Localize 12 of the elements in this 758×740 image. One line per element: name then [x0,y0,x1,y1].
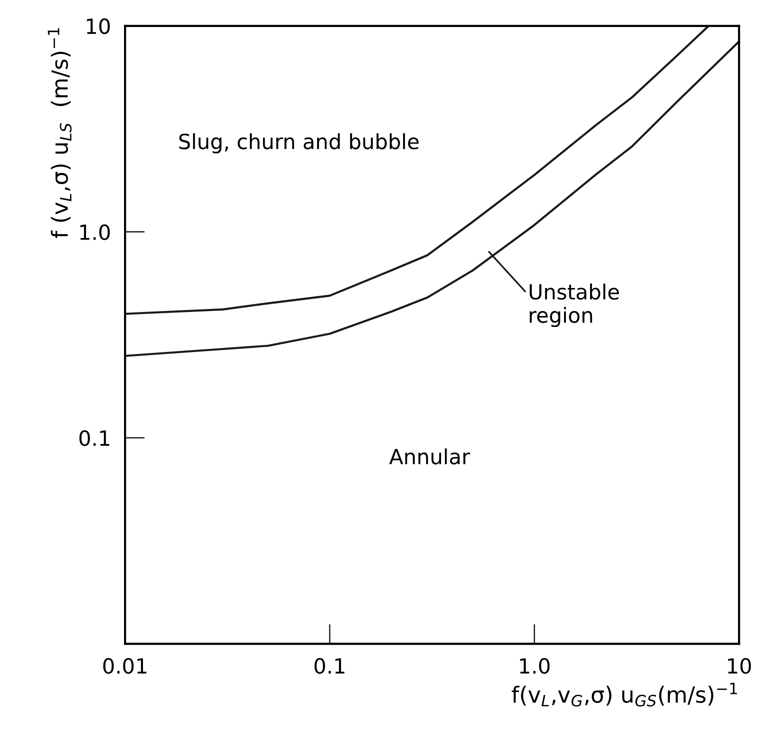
annotation: Annular [389,448,470,464]
y-tick-label: 0.1 [79,430,110,446]
y-tick-label: 1.0 [80,224,110,240]
x-axis-title: f(v$_{L}$,v$_{G}$,σ) u$_{GS}$(m/s)$^{−1}$ [512,682,737,706]
x-tick-label: 0.01 [103,658,146,674]
x-tick-label: 1.0 [520,658,550,674]
y-axis-title: f (v$_{L}$,σ) u$_{LS}$ (m/s)$^{−1}$ [48,28,72,238]
annotation: Unstable region [530,284,619,328]
x-tick-label: 10 [728,658,751,674]
x-tick-label: 0.1 [314,658,344,674]
y-tick-label: 10 [86,18,110,34]
annotation: Slug, churn and bubble [179,133,419,154]
